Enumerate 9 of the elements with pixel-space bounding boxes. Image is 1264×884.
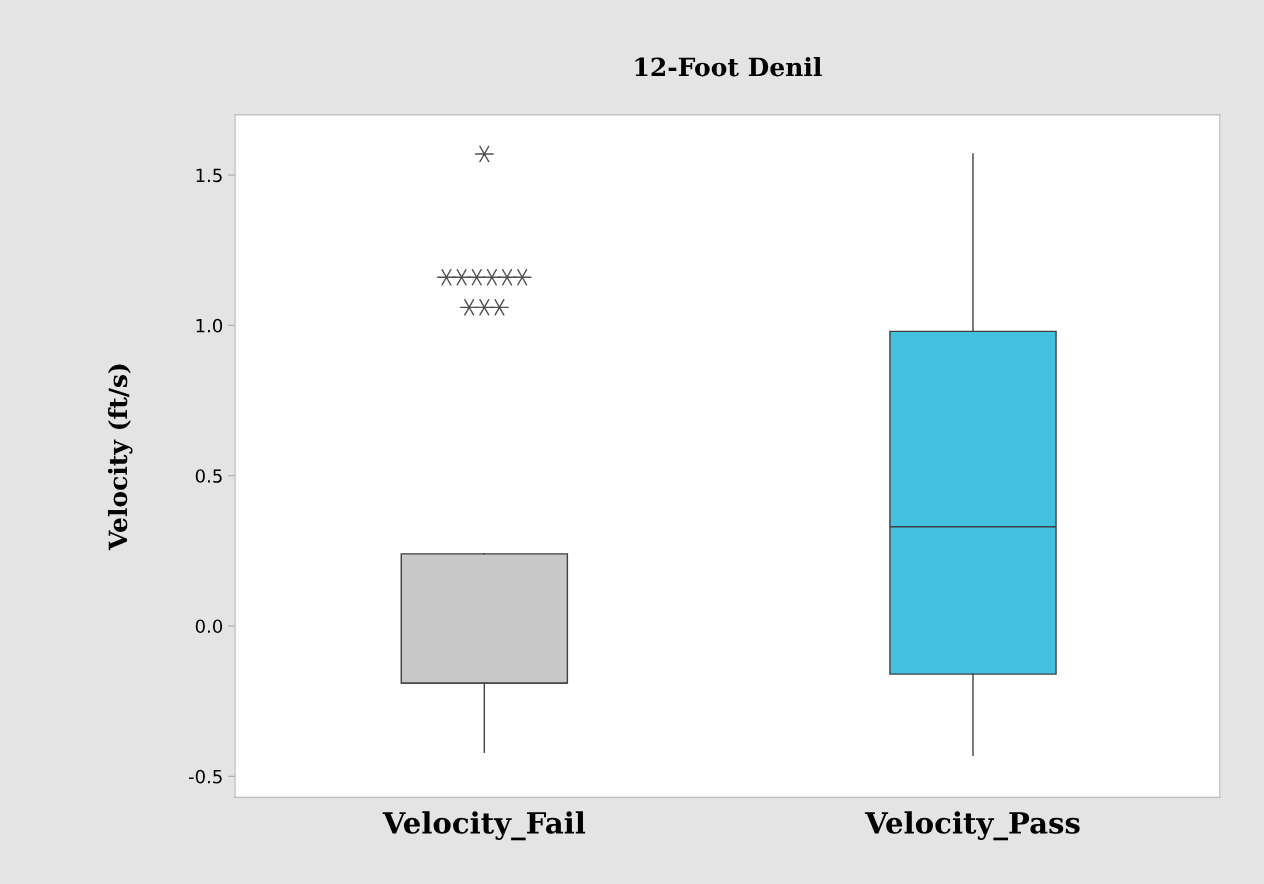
y-tick-label: 1.5 <box>196 168 222 183</box>
chart-title: 12-Foot Denil <box>635 57 822 77</box>
y-tick-label: 1.0 <box>196 318 223 333</box>
y-tick-label: 0.5 <box>195 469 222 483</box>
y-tick-label: -0.5 <box>188 769 222 784</box>
y-axis-title: Velocity (ft/s) <box>107 364 133 551</box>
y-tick-label: 0.0 <box>195 619 223 634</box>
x-tick-label: Velocity_Fail <box>382 811 586 841</box>
x-tick-label: Velocity_Pass <box>864 811 1080 841</box>
